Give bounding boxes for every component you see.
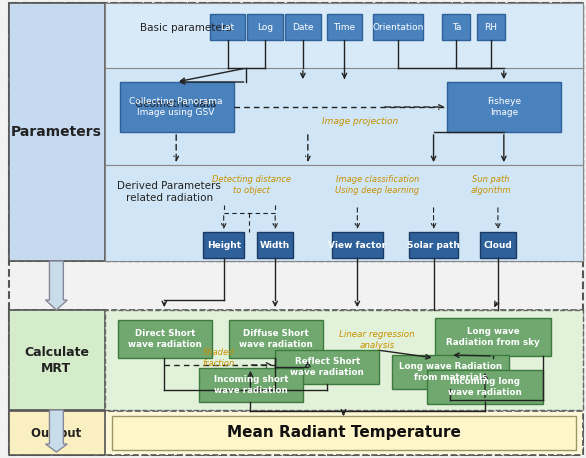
Text: Geometric data: Geometric data xyxy=(135,99,217,109)
FancyBboxPatch shape xyxy=(120,82,234,132)
Text: Basic parameters: Basic parameters xyxy=(140,23,232,33)
FancyBboxPatch shape xyxy=(373,14,423,40)
Text: Calculate
MRT: Calculate MRT xyxy=(24,345,89,375)
Text: Log: Log xyxy=(257,22,273,32)
FancyBboxPatch shape xyxy=(210,14,246,40)
Text: Linear regression
analysis: Linear regression analysis xyxy=(339,330,415,350)
FancyBboxPatch shape xyxy=(199,368,303,402)
FancyBboxPatch shape xyxy=(477,14,505,40)
FancyBboxPatch shape xyxy=(105,3,583,261)
FancyBboxPatch shape xyxy=(229,320,323,358)
FancyBboxPatch shape xyxy=(112,416,576,450)
FancyBboxPatch shape xyxy=(427,370,543,404)
Text: Direct Short
wave radiation: Direct Short wave radiation xyxy=(128,329,202,349)
FancyBboxPatch shape xyxy=(9,3,583,455)
Text: Shaded
fraction: Shaded fraction xyxy=(203,348,235,368)
FancyBboxPatch shape xyxy=(326,14,362,40)
FancyBboxPatch shape xyxy=(285,14,321,40)
Text: Image projection: Image projection xyxy=(322,118,398,126)
FancyBboxPatch shape xyxy=(9,411,583,455)
FancyBboxPatch shape xyxy=(247,14,283,40)
FancyBboxPatch shape xyxy=(409,232,458,258)
FancyBboxPatch shape xyxy=(105,68,583,165)
FancyBboxPatch shape xyxy=(105,3,583,71)
FancyBboxPatch shape xyxy=(9,3,105,261)
Text: Solar path: Solar path xyxy=(407,240,460,250)
FancyBboxPatch shape xyxy=(105,165,583,261)
Text: Mean Radiant Temperature: Mean Radiant Temperature xyxy=(227,425,461,441)
Text: Collecting Panorama
Image using GSV: Collecting Panorama Image using GSV xyxy=(130,97,223,117)
Text: Incoming short
wave radiation: Incoming short wave radiation xyxy=(214,375,288,395)
FancyBboxPatch shape xyxy=(105,310,583,410)
FancyBboxPatch shape xyxy=(9,310,583,410)
Text: Diffuse Short
wave radiation: Diffuse Short wave radiation xyxy=(239,329,312,349)
Text: Orientation: Orientation xyxy=(372,22,424,32)
FancyBboxPatch shape xyxy=(480,232,516,258)
FancyBboxPatch shape xyxy=(442,14,470,40)
FancyBboxPatch shape xyxy=(257,232,293,258)
Text: Long wave Radiation
from materials: Long wave Radiation from materials xyxy=(399,362,502,382)
Text: Width: Width xyxy=(260,240,290,250)
Text: Long wave
Radiation from sky: Long wave Radiation from sky xyxy=(446,327,540,347)
FancyBboxPatch shape xyxy=(9,411,105,455)
Text: Fisheye
Image: Fisheye Image xyxy=(487,97,521,117)
Text: Ta: Ta xyxy=(452,22,461,32)
FancyBboxPatch shape xyxy=(448,82,561,132)
Text: RH: RH xyxy=(485,22,498,32)
FancyBboxPatch shape xyxy=(118,320,212,358)
Text: Sun path
algorithm: Sun path algorithm xyxy=(471,175,511,195)
Polygon shape xyxy=(46,410,67,452)
Text: Derived Parameters
related radiation: Derived Parameters related radiation xyxy=(117,181,221,203)
FancyBboxPatch shape xyxy=(275,350,379,384)
Text: Lat: Lat xyxy=(220,22,235,32)
Text: Date: Date xyxy=(292,22,314,32)
FancyBboxPatch shape xyxy=(9,3,583,261)
Polygon shape xyxy=(46,261,67,310)
FancyBboxPatch shape xyxy=(203,232,244,258)
FancyBboxPatch shape xyxy=(435,318,551,356)
FancyBboxPatch shape xyxy=(332,232,383,258)
Text: Parameters: Parameters xyxy=(11,125,102,139)
Text: Detecting distance
to object: Detecting distance to object xyxy=(212,175,291,195)
Text: Out put: Out put xyxy=(31,426,81,440)
Text: Incoming long
wave radiation: Incoming long wave radiation xyxy=(448,377,522,397)
Text: View factor: View factor xyxy=(328,240,386,250)
Text: Cloud: Cloud xyxy=(483,240,512,250)
Text: Reflect Short
wave radiation: Reflect Short wave radiation xyxy=(290,357,364,377)
FancyBboxPatch shape xyxy=(392,355,509,389)
Text: Height: Height xyxy=(207,240,241,250)
Text: Time: Time xyxy=(333,22,356,32)
Text: Image classification
Using deep learning: Image classification Using deep learning xyxy=(335,175,419,195)
FancyBboxPatch shape xyxy=(9,310,105,410)
